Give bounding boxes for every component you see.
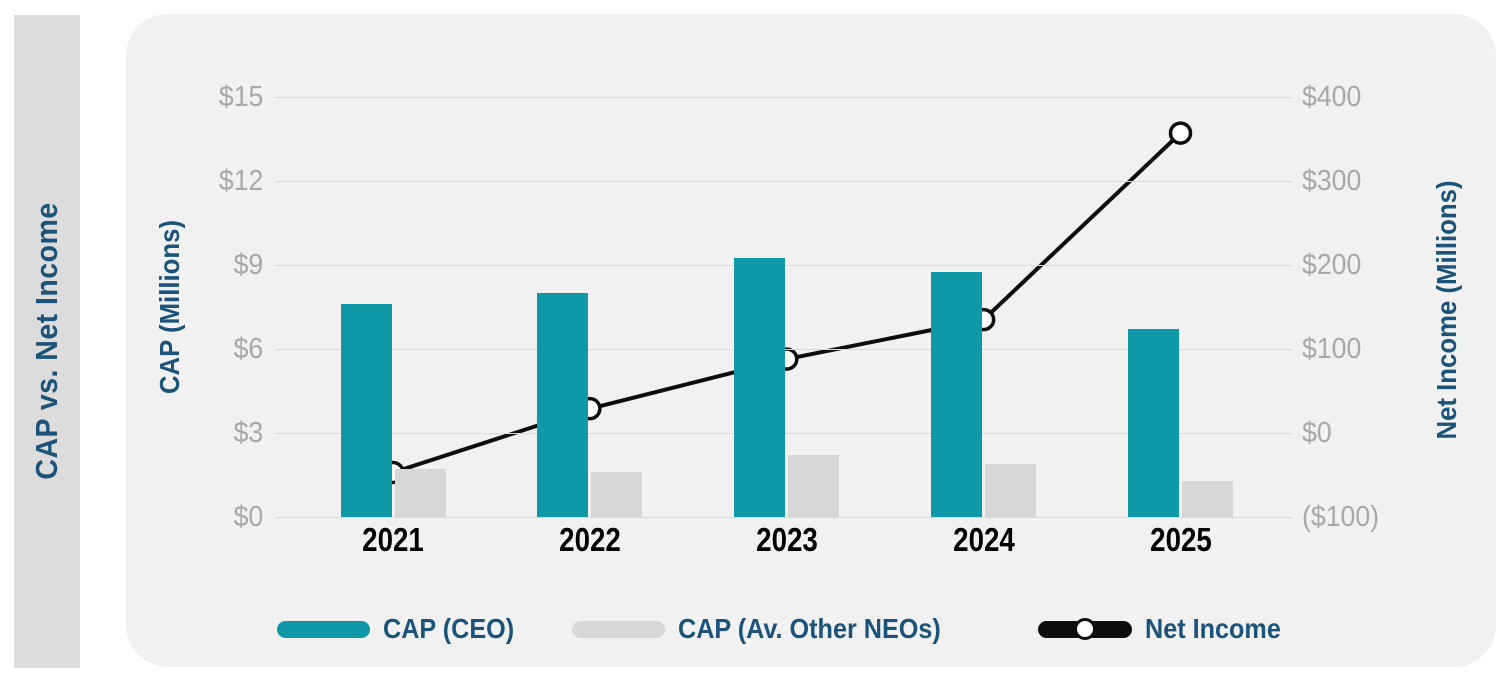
x-axis-label: 2023 — [755, 521, 818, 558]
left-axis-tick-label: $0 — [233, 501, 263, 533]
bar-cap-other-neos — [591, 472, 643, 517]
x-axis-label: 2025 — [1149, 521, 1212, 558]
right-axis-tick-label: $100 — [1302, 333, 1362, 365]
left-axis-tick-label: $3 — [233, 417, 263, 449]
bar-cap-other-neos — [394, 469, 446, 517]
gridline — [275, 96, 1292, 98]
gridline — [275, 516, 1292, 518]
x-axis-label: 2022 — [559, 521, 621, 558]
bar-cap-ceo — [340, 304, 392, 517]
legend-marker-circle-icon — [1074, 618, 1096, 640]
legend-label-cap-neos: CAP (Av. Other NEOs) — [678, 613, 941, 644]
legend-label-cap-ceo: CAP (CEO) — [383, 613, 515, 644]
right-axis-title: Net Income (Millions) — [1431, 180, 1462, 440]
chart-title-vertical: CAP vs. Net Income — [29, 202, 64, 480]
legend-swatch-cap-neo — [572, 620, 665, 638]
bar-cap-ceo — [931, 272, 983, 517]
right-axis-tick-label: $300 — [1302, 165, 1362, 197]
legend-swatch-net-income — [1038, 618, 1132, 640]
legend-item-cap-ceo: CAP (CEO) — [277, 609, 529, 649]
legend-item-net-income: Net Income — [1038, 609, 1296, 649]
left-axis-tick-label: $6 — [233, 333, 263, 365]
side-title-strip — [14, 15, 80, 668]
gridline — [275, 180, 1292, 182]
left-axis-tick-label: $9 — [233, 249, 263, 281]
legend-swatch-cap-ceo — [277, 620, 370, 638]
legend-label-net-income: Net Income — [1145, 613, 1281, 644]
right-axis-tick-label: $200 — [1302, 249, 1362, 281]
legend-item-cap-neos: CAP (Av. Other NEOs) — [572, 609, 970, 649]
bar-cap-other-neos — [985, 463, 1037, 517]
right-axis-tick-label: $400 — [1302, 81, 1362, 113]
bar-cap-ceo — [1128, 329, 1179, 517]
bar-cap-ceo — [734, 258, 786, 517]
left-axis-tick-label: $12 — [218, 165, 263, 197]
chart-panel — [126, 14, 1496, 667]
x-axis-label: 2021 — [362, 521, 424, 558]
right-axis-tick-label: $0 — [1302, 417, 1332, 449]
left-axis-tick-label: $15 — [218, 81, 263, 113]
x-axis-label: 2024 — [952, 521, 1015, 558]
bar-cap-ceo — [537, 293, 589, 517]
right-axis-tick-label: ($100) — [1302, 501, 1380, 533]
bar-cap-other-neos — [1182, 480, 1233, 517]
bar-cap-other-neos — [788, 455, 840, 517]
